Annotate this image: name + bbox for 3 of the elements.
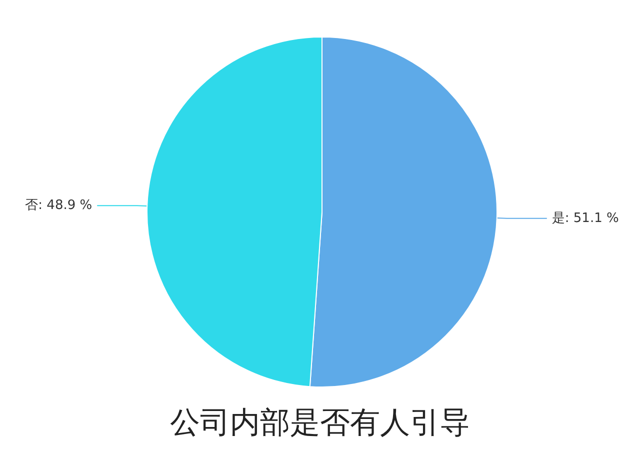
slice-label: 否: 48.9 % bbox=[25, 198, 92, 214]
text: 公司内部是否有人引导 bbox=[170, 406, 470, 440]
slice-label: 是: 51.1 % bbox=[552, 210, 619, 226]
